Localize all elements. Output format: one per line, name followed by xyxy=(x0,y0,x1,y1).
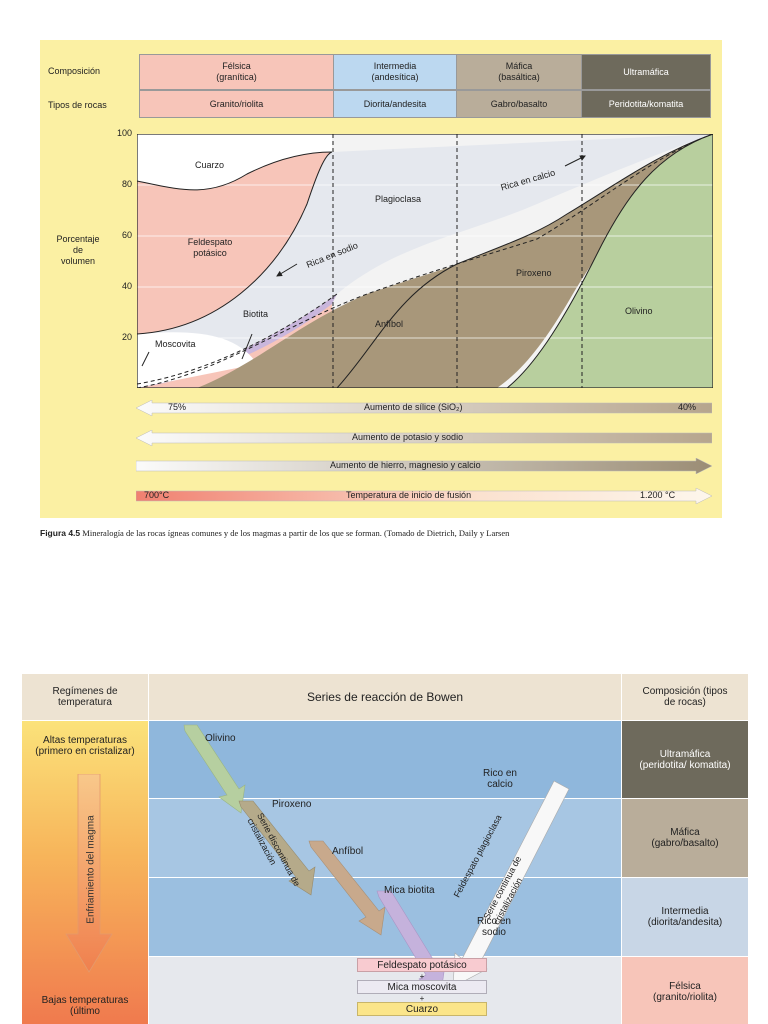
composition-ultramafic-name: Ultramáfica xyxy=(623,66,669,77)
trend-bar-iron xyxy=(136,458,712,474)
box-quartz: Cuarzo xyxy=(357,1002,487,1016)
y-axis-label: Porcentaje de volumen xyxy=(48,230,108,270)
composition-mafic-name: Máfica xyxy=(505,61,533,71)
plagioclase-region xyxy=(137,134,713,384)
rock-intermediate: Diorita/andesita xyxy=(333,90,457,118)
melting-label: Temperatura de inicio de fusión xyxy=(346,490,472,500)
potassium-label: Aumento de potasio y sodio xyxy=(352,432,464,442)
composition-felsic: Félsica (granítica) xyxy=(139,54,334,90)
series-rich-calcium: Rico en calcio xyxy=(483,768,517,790)
top-figure: Composición Tipos de rocas Félsica (gran… xyxy=(40,40,722,518)
y-axis-label-2: de xyxy=(72,244,83,255)
label-k-feldspar-2: potásico xyxy=(193,248,227,258)
mineral-chart xyxy=(137,134,713,388)
label-k-feldspar-1: Feldespato xyxy=(187,237,233,247)
iron-label: Aumento de hierro, magnesio y calcio xyxy=(330,460,481,470)
composition-intermediate-sub: (andesítica) xyxy=(371,72,419,82)
label-plagioclase: Plagioclasa xyxy=(375,194,422,204)
bowen-series-arrows xyxy=(183,724,570,994)
header-temperature: Regímenes de temperatura xyxy=(22,674,148,720)
composition-felsic-sub: (granítica) xyxy=(216,72,257,82)
y-tick-80: 80 xyxy=(122,179,133,189)
label-pyroxene: Piroxeno xyxy=(516,268,552,278)
header-bowen: Series de reacción de Bowen xyxy=(149,674,621,720)
composition-mafic-cell: Máfica (gabro/basalto) xyxy=(622,799,748,877)
plus-1: + xyxy=(419,971,425,981)
y-tick-100: 100 xyxy=(117,128,133,138)
box-muscovite: Mica moscovita xyxy=(357,980,487,994)
quartz-region xyxy=(137,134,332,190)
series-amphibole: Anfíbol xyxy=(332,846,364,857)
trend-bar-potassium xyxy=(136,430,712,446)
rock-felsic: Granito/riolita xyxy=(139,90,334,118)
muscovite-region xyxy=(137,332,257,388)
row-label-composition: Composición xyxy=(48,65,101,76)
plus-2: + xyxy=(419,993,425,1003)
y-tick-20: 20 xyxy=(122,332,133,342)
series-pyroxene: Piroxeno xyxy=(272,799,312,810)
box-k-feldspar: Feldespato potásico xyxy=(357,958,487,972)
label-quartz: Cuarzo xyxy=(195,160,225,170)
composition-intermediate-name: Intermedia xyxy=(373,61,417,71)
row-label-rock-types: Tipos de rocas xyxy=(48,99,107,110)
silica-left: 75% xyxy=(168,402,187,412)
series-olivine: Olivino xyxy=(205,733,236,744)
cooling-arrow xyxy=(65,774,113,973)
series-rich-sodium: Rico en sodio xyxy=(477,916,511,938)
low-temperature-label: Bajas temperaturas (último xyxy=(41,995,129,1017)
composition-felsic-name: Félsica xyxy=(222,61,251,71)
trend-bar-melting xyxy=(136,488,712,504)
caption-text: Mineralogía de las rocas ígneas comunes … xyxy=(80,528,510,538)
composition-intermediate: Intermedia (andesítica) xyxy=(333,54,457,90)
composition-ultramafic-cell: Ultramáfica (peridotita/ komatita) xyxy=(622,721,748,798)
label-amphibole: Anfíbol xyxy=(375,319,404,329)
rock-mafic: Gabro/basalto xyxy=(456,90,582,118)
series-biotite: Mica biotita xyxy=(384,885,435,896)
silica-label: Aumento de sílice (SiO₂) xyxy=(364,402,463,412)
label-muscovite: Moscovita xyxy=(155,339,196,349)
high-temperature-label: Altas temperaturas (primero en cristaliz… xyxy=(35,735,135,757)
y-tick-40: 40 xyxy=(122,281,133,291)
figure-caption: Figura 4.5 Mineralogía de las rocas ígne… xyxy=(40,528,509,538)
label-biotite: Biotita xyxy=(243,309,269,319)
composition-felsic-cell: Félsica (granito/riolita) xyxy=(622,957,748,1024)
header-composition: Composición (tipos de rocas) xyxy=(622,674,748,720)
silica-right: 40% xyxy=(678,402,697,412)
y-tick-60: 60 xyxy=(122,230,133,240)
y-axis-label-3: volumen xyxy=(60,255,96,266)
label-k-feldspar: Feldespato potásico xyxy=(175,236,245,260)
composition-mafic-sub: (basáltica) xyxy=(498,72,540,82)
caption-fig-number: Figura 4.5 xyxy=(40,528,81,538)
rock-ultramafic: Peridotita/komatita xyxy=(581,90,711,118)
cooling-label: Enfriamiento del magma xyxy=(85,815,97,924)
trend-bar-silica xyxy=(136,400,712,416)
y-axis-label-1: Porcentaje xyxy=(56,233,100,244)
melting-left: 700°C xyxy=(144,490,170,500)
composition-mafic: Máfica (basáltica) xyxy=(456,54,582,90)
composition-ultramafic: Ultramáfica xyxy=(581,54,711,90)
bottom-figure: Regímenes de temperatura Series de reacc… xyxy=(22,674,748,1024)
melting-right: 1.200 °C xyxy=(640,490,676,500)
composition-intermediate-cell: Intermedia (diorita/andesita) xyxy=(622,878,748,956)
pyroxene-region xyxy=(337,134,713,388)
label-olivine: Olivino xyxy=(625,306,653,316)
